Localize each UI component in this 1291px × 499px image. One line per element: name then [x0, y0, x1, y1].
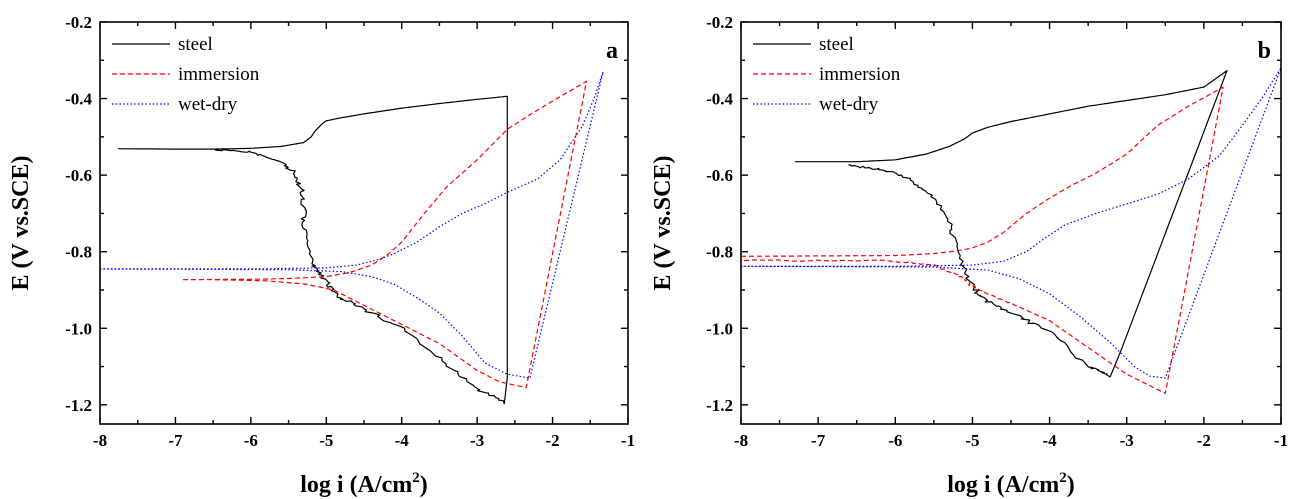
x-tick-label: -6: [244, 431, 258, 450]
legend-label-immersion: immersion: [178, 64, 260, 85]
y-tick-label: -1.2: [706, 396, 733, 415]
series-immersion-line: [741, 86, 1224, 394]
x-tick-label: -6: [888, 431, 902, 450]
y-tick-label: -0.8: [706, 243, 733, 262]
x-axis-title-sup: 2: [412, 470, 420, 486]
x-axis-title: log i (A/cm2): [300, 470, 427, 498]
series-steel-line: [118, 95, 508, 405]
x-tick-label: -2: [545, 431, 559, 450]
y-tick-label: -0.2: [65, 13, 92, 32]
y-tick-label: -1.2: [65, 396, 92, 415]
panel-b: -8 -7 -6 -5 -4 -3 -2 -1 -1.2 -1.0 -0.8 -0.6 -0.4 -0.2…: [650, 13, 1288, 498]
x-tick-label: -2: [1197, 431, 1211, 450]
y-tick-label: -1.0: [65, 319, 92, 338]
x-axis-title-sup: 2: [1059, 470, 1067, 486]
x-tick-label: -5: [965, 431, 979, 450]
x-axis-title-close: ): [420, 472, 428, 498]
y-tick-label: -0.6: [65, 166, 92, 185]
x-axis-title: log i (A/cm2): [947, 470, 1074, 498]
legend-label-wet-dry: wet-dry: [178, 94, 238, 115]
y-tick-label: -0.6: [706, 166, 733, 185]
legend-label-immersion: immersion: [819, 64, 901, 85]
y-tick-label: -0.4: [706, 90, 733, 109]
x-axis-title-text: log i (A/cm: [947, 472, 1059, 498]
y-tick-label: -1.0: [706, 319, 733, 338]
series-immersion-line: [182, 80, 588, 389]
x-tick-label: -1: [1274, 431, 1288, 450]
y-tick-label: -0.8: [65, 243, 92, 262]
legend-label-wet-dry: wet-dry: [819, 94, 879, 115]
x-axis-title-text: log i (A/cm: [300, 472, 412, 498]
series-wet-dry-line: [741, 67, 1281, 379]
panel-a: -8 -7 -6 -5 -4 -3 -2 -1 -1.2 -1.0 -0.8 -0.6 -0.4 -0.2…: [8, 13, 635, 498]
x-tick-label: -3: [470, 431, 484, 450]
y-tick-label: -0.2: [706, 13, 733, 32]
panel-label: b: [1258, 38, 1271, 64]
y-axis-title: E (V vs.SCE): [8, 156, 34, 291]
series-wet-dry-line: [100, 71, 604, 379]
x-tick-label: -1: [621, 431, 635, 450]
x-tick-label: -8: [93, 431, 107, 450]
plot-area: [100, 71, 604, 405]
x-tick-label: -4: [395, 431, 410, 450]
x-tick-label: -4: [1042, 431, 1057, 450]
legend-label-steel: steel: [178, 34, 213, 55]
legend-label-steel: steel: [819, 34, 854, 55]
x-tick-label: -5: [319, 431, 333, 450]
panel-label: a: [606, 38, 618, 64]
plot-area: [741, 67, 1281, 394]
x-tick-label: -8: [734, 431, 748, 450]
legend: steel immersion wet-dry: [112, 34, 260, 115]
series-steel-line: [795, 70, 1228, 378]
x-tick-label: -3: [1120, 431, 1134, 450]
y-axis-title: E (V vs.SCE): [650, 156, 676, 291]
x-axis-title-close: ): [1067, 472, 1075, 498]
legend: steel immersion wet-dry: [753, 34, 901, 115]
x-tick-label: -7: [168, 431, 183, 450]
x-tick-label: -7: [811, 431, 826, 450]
y-tick-label: -0.4: [65, 90, 92, 109]
